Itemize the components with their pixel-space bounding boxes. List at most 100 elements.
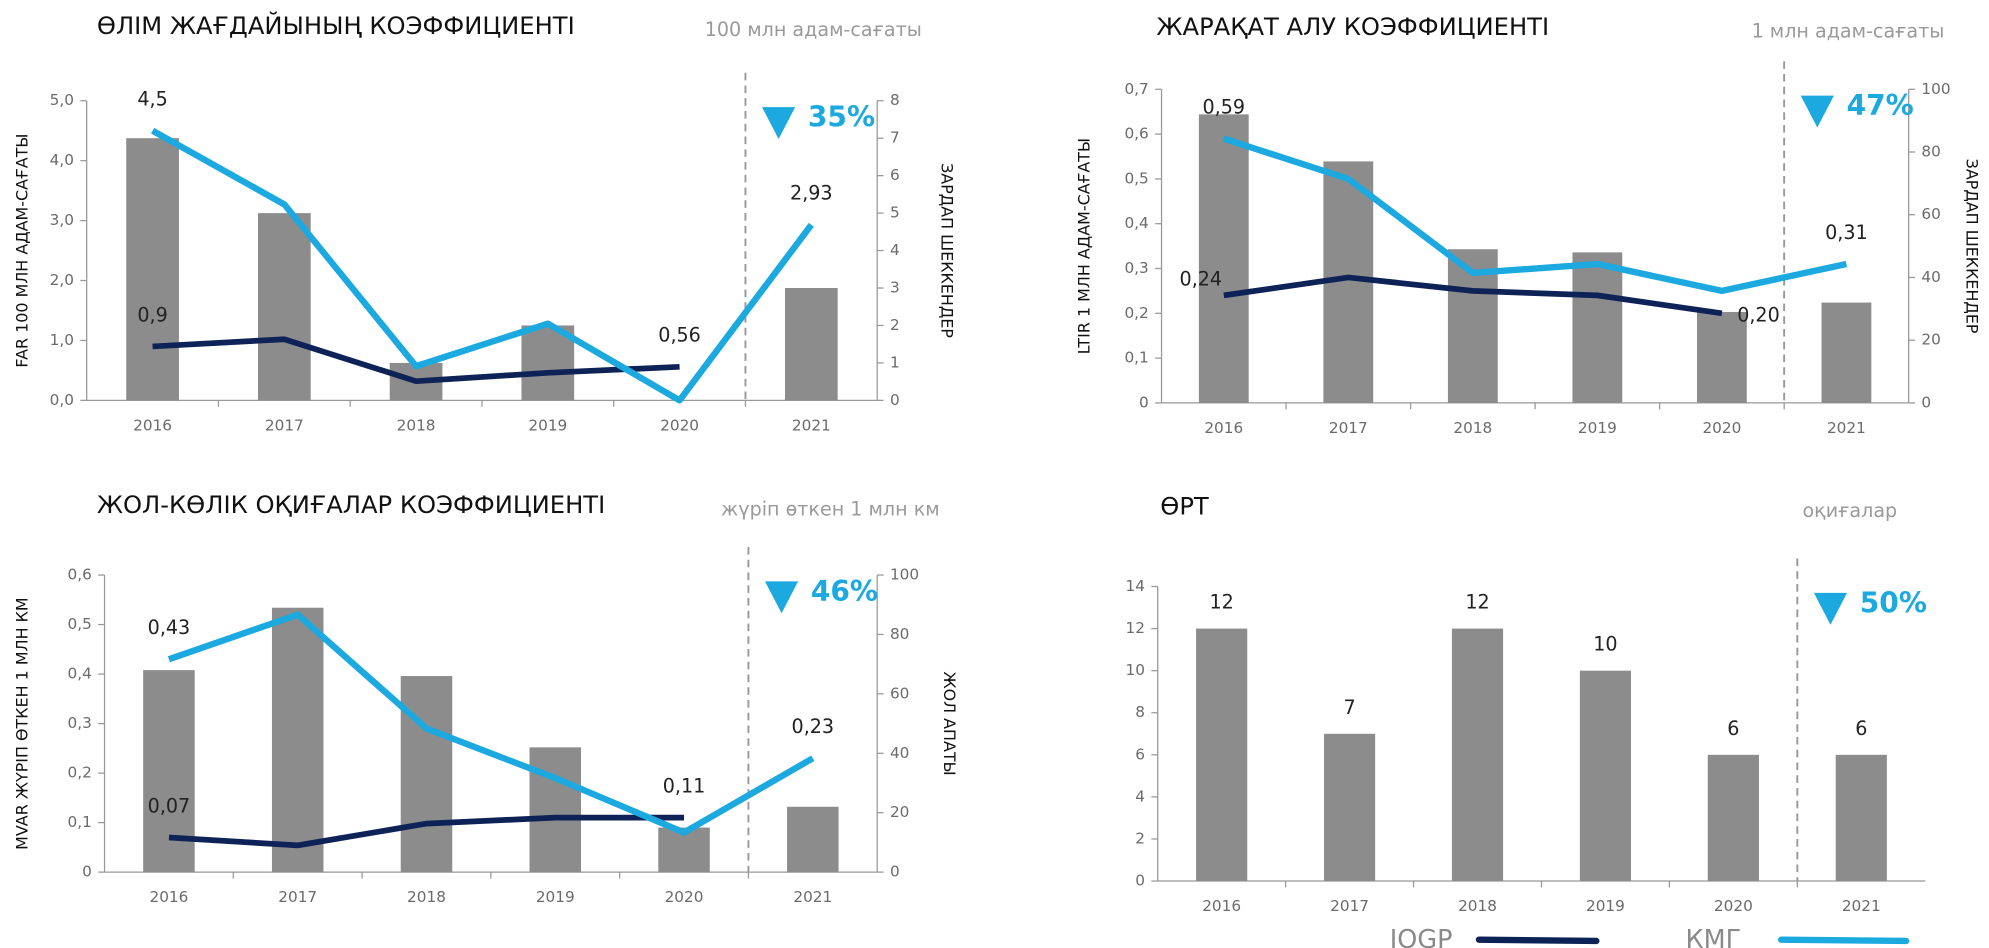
y-tick-label: 0,2 — [67, 764, 91, 782]
y-tick-label: 2 — [1135, 829, 1145, 847]
chart-subtitle: оқиғалар — [1802, 499, 1897, 522]
y2-tick-label: 0 — [890, 863, 900, 881]
x-tick-label: 2017 — [278, 888, 317, 906]
x-tick-label: 2018 — [1453, 419, 1492, 437]
y-tick-label: 0,7 — [1124, 80, 1148, 98]
y-tick-label: 0 — [1135, 872, 1145, 890]
bar — [1696, 311, 1747, 403]
change-annotation: 35% — [808, 101, 875, 134]
y2-tick-label: 40 — [1921, 268, 1940, 286]
y2-tick-label: 60 — [1921, 205, 1940, 223]
legend-label: IOGP — [1390, 925, 1453, 948]
y-tick-label: 0,5 — [67, 615, 91, 633]
bar — [1451, 628, 1504, 882]
y-axis-label: FAR 100 МЛН АДАМ-САҒАТЫ — [12, 134, 31, 368]
y2-tick-label: 5 — [890, 204, 900, 222]
value-label: 2,93 — [790, 182, 833, 205]
down-triangle — [765, 581, 799, 614]
line — [1222, 135, 1848, 295]
y2-axis-label: ЗАРДАП ШЕККЕНДЕР — [1963, 159, 1982, 334]
y2-tick-label: 3 — [890, 279, 900, 297]
y2-tick-label: 0 — [890, 391, 900, 409]
y2-tick-label: 7 — [890, 129, 900, 147]
change-annotation: 50% — [1860, 586, 1927, 619]
value-label: 6 — [1727, 717, 1739, 740]
y-axis-label: LTIR 1 МЛН АДАМ-САҒАТЫ — [1075, 138, 1094, 354]
legend-swatch — [1475, 936, 1600, 945]
down-triangle — [1800, 95, 1834, 128]
y-tick-label: 0,1 — [1124, 349, 1148, 367]
chart-title: ӨЛІМ ЖАҒДАЙЫНЫҢ КОЭФФИЦИЕНТІ — [97, 11, 575, 40]
legend-label: КМГ — [1686, 925, 1742, 948]
y-tick-label: 0,4 — [67, 665, 91, 683]
bar — [521, 325, 575, 401]
value-label: 0,59 — [1203, 95, 1246, 118]
x-tick-label: 2018 — [407, 888, 446, 906]
bar — [784, 288, 838, 401]
y2-tick-label: 80 — [890, 625, 909, 643]
y2-axis-label: ЗАРДАП ШЕККЕНДЕР — [938, 163, 957, 338]
value-label: 0,23 — [792, 715, 835, 738]
bar — [1579, 670, 1632, 882]
y-tick-label: 10 — [1125, 661, 1144, 679]
y-tick-label: 14 — [1125, 577, 1144, 595]
x-tick-label: 2016 — [133, 416, 172, 434]
y-tick-label: 8 — [1135, 703, 1145, 721]
bar — [529, 747, 582, 873]
y2-tick-label: 100 — [1921, 80, 1950, 98]
x-tick-label: 2021 — [793, 888, 832, 906]
x-tick-label: 2020 — [1714, 897, 1753, 915]
x-tick-label: 2017 — [265, 416, 304, 434]
x-tick-label: 2016 — [1202, 897, 1241, 915]
y-tick-label: 0,1 — [67, 813, 91, 831]
chart-subtitle: 100 млн адам-сағаты — [705, 18, 922, 41]
chart-title: ЖОЛ-КӨЛІК ОҚИҒАЛАР КОЭФФИЦИЕНТІ — [97, 491, 605, 519]
x-tick-label: 2021 — [1842, 897, 1881, 915]
x-tick-label: 2019 — [536, 888, 575, 906]
y2-tick-label: 6 — [890, 166, 900, 184]
x-tick-label: 2021 — [792, 416, 831, 434]
value-label: 0,07 — [148, 794, 191, 817]
value-label: 6 — [1855, 717, 1867, 740]
y2-tick-label: 20 — [890, 803, 909, 821]
x-tick-label: 2017 — [1329, 419, 1368, 437]
value-label: 0,24 — [1180, 268, 1223, 291]
x-tick-label: 2020 — [665, 888, 704, 906]
y-tick-label: 2,0 — [50, 271, 74, 289]
y2-tick-label: 80 — [1921, 142, 1940, 160]
value-label: 4,5 — [137, 88, 167, 111]
bar — [1707, 754, 1759, 882]
y2-tick-label: 2 — [890, 316, 900, 334]
bar — [1821, 302, 1872, 403]
value-label: 0,56 — [658, 324, 701, 347]
y-tick-label: 12 — [1125, 619, 1144, 637]
x-tick-label: 2021 — [1827, 419, 1866, 437]
y-tick-label: 0,0 — [50, 391, 74, 409]
x-tick-label: 2018 — [1458, 897, 1497, 915]
y-tick-label: 6 — [1135, 745, 1145, 763]
y-tick-label: 0,6 — [1124, 125, 1148, 143]
value-label: 10 — [1593, 633, 1617, 656]
change-annotation: 47% — [1847, 89, 1914, 122]
x-tick-label: 2019 — [528, 416, 567, 434]
chart-subtitle: 1 млн адам-сағаты — [1752, 19, 1945, 42]
x-tick-label: 2019 — [1586, 897, 1625, 915]
x-tick-label: 2016 — [149, 888, 188, 906]
chart-subtitle: жүріп өткен 1 млн км — [721, 498, 940, 521]
bar — [1324, 733, 1376, 882]
y2-tick-label: 8 — [890, 91, 900, 109]
y-tick-label: 0,3 — [1124, 259, 1148, 277]
value-label: 0,43 — [148, 616, 191, 639]
bar — [257, 213, 311, 401]
chart-title: ЖАРАҚАТ АЛУ КОЭФФИЦИЕНТІ — [1156, 13, 1549, 41]
bar — [400, 676, 453, 873]
value-label: 12 — [1465, 591, 1489, 614]
x-tick-label: 2017 — [1330, 897, 1369, 915]
y2-tick-label: 0 — [1921, 393, 1931, 411]
y-tick-label: 4 — [1135, 787, 1145, 805]
value-label: 7 — [1344, 696, 1356, 719]
x-tick-label: 2018 — [397, 416, 436, 434]
bar — [271, 607, 324, 873]
y2-tick-label: 60 — [890, 684, 909, 702]
